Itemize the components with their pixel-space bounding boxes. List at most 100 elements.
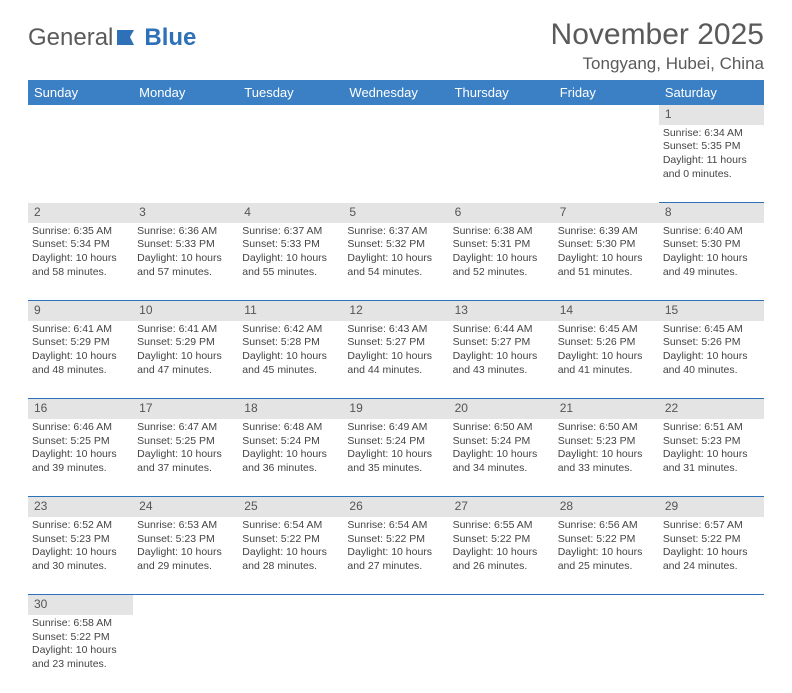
day-cell: Sunrise: 6:53 AMSunset: 5:23 PMDaylight:… [133, 517, 238, 595]
calendar-table: Sunday Monday Tuesday Wednesday Thursday… [28, 80, 764, 693]
weekday-header: Saturday [659, 80, 764, 105]
sun-data: Sunrise: 6:55 AMSunset: 5:22 PMDaylight:… [453, 519, 550, 574]
sun-data: Sunrise: 6:57 AMSunset: 5:22 PMDaylight:… [663, 519, 760, 574]
day-cell: Sunrise: 6:41 AMSunset: 5:29 PMDaylight:… [28, 321, 133, 399]
sun-data: Sunrise: 6:37 AMSunset: 5:32 PMDaylight:… [347, 225, 444, 280]
content-row: Sunrise: 6:41 AMSunset: 5:29 PMDaylight:… [28, 321, 764, 399]
day-cell: Sunrise: 6:37 AMSunset: 5:33 PMDaylight:… [238, 223, 343, 301]
sun-data: Sunrise: 6:37 AMSunset: 5:33 PMDaylight:… [242, 225, 339, 280]
day-number: 11 [238, 301, 343, 321]
day-number [449, 105, 554, 125]
sun-data: Sunrise: 6:54 AMSunset: 5:22 PMDaylight:… [347, 519, 444, 574]
sun-data: Sunrise: 6:52 AMSunset: 5:23 PMDaylight:… [32, 519, 129, 574]
day-cell: Sunrise: 6:50 AMSunset: 5:23 PMDaylight:… [554, 419, 659, 497]
day-cell [238, 615, 343, 693]
sun-data: Sunrise: 6:51 AMSunset: 5:23 PMDaylight:… [663, 421, 760, 476]
sun-data: Sunrise: 6:56 AMSunset: 5:22 PMDaylight:… [558, 519, 655, 574]
logo-text-general: General [28, 24, 113, 52]
day-number: 21 [554, 399, 659, 419]
sun-data: Sunrise: 6:36 AMSunset: 5:33 PMDaylight:… [137, 225, 234, 280]
day-cell: Sunrise: 6:41 AMSunset: 5:29 PMDaylight:… [133, 321, 238, 399]
day-number: 8 [659, 203, 764, 223]
content-row: Sunrise: 6:58 AMSunset: 5:22 PMDaylight:… [28, 615, 764, 693]
sun-data: Sunrise: 6:40 AMSunset: 5:30 PMDaylight:… [663, 225, 760, 280]
day-cell [449, 125, 554, 203]
day-cell: Sunrise: 6:56 AMSunset: 5:22 PMDaylight:… [554, 517, 659, 595]
weekday-header-row: Sunday Monday Tuesday Wednesday Thursday… [28, 80, 764, 105]
header: General Blue November 2025 Tongyang, Hub… [28, 18, 764, 74]
daynum-row: 9101112131415 [28, 301, 764, 321]
day-number: 29 [659, 497, 764, 517]
day-cell: Sunrise: 6:45 AMSunset: 5:26 PMDaylight:… [554, 321, 659, 399]
day-number: 20 [449, 399, 554, 419]
day-number: 30 [28, 595, 133, 615]
sun-data: Sunrise: 6:45 AMSunset: 5:26 PMDaylight:… [663, 323, 760, 378]
sun-data: Sunrise: 6:35 AMSunset: 5:34 PMDaylight:… [32, 225, 129, 280]
weekday-header: Monday [133, 80, 238, 105]
day-cell: Sunrise: 6:50 AMSunset: 5:24 PMDaylight:… [449, 419, 554, 497]
day-cell [343, 615, 448, 693]
weekday-header: Sunday [28, 80, 133, 105]
day-cell [554, 125, 659, 203]
day-number [554, 105, 659, 125]
day-cell: Sunrise: 6:54 AMSunset: 5:22 PMDaylight:… [238, 517, 343, 595]
day-number [238, 595, 343, 615]
sun-data: Sunrise: 6:43 AMSunset: 5:27 PMDaylight:… [347, 323, 444, 378]
day-number: 4 [238, 203, 343, 223]
day-cell [449, 615, 554, 693]
day-cell: Sunrise: 6:52 AMSunset: 5:23 PMDaylight:… [28, 517, 133, 595]
weekday-header: Thursday [449, 80, 554, 105]
day-cell: Sunrise: 6:49 AMSunset: 5:24 PMDaylight:… [343, 419, 448, 497]
day-cell: Sunrise: 6:45 AMSunset: 5:26 PMDaylight:… [659, 321, 764, 399]
day-number: 27 [449, 497, 554, 517]
day-number: 19 [343, 399, 448, 419]
day-cell: Sunrise: 6:38 AMSunset: 5:31 PMDaylight:… [449, 223, 554, 301]
sun-data: Sunrise: 6:44 AMSunset: 5:27 PMDaylight:… [453, 323, 550, 378]
sun-data: Sunrise: 6:50 AMSunset: 5:23 PMDaylight:… [558, 421, 655, 476]
day-cell: Sunrise: 6:40 AMSunset: 5:30 PMDaylight:… [659, 223, 764, 301]
day-number [554, 595, 659, 615]
day-cell: Sunrise: 6:35 AMSunset: 5:34 PMDaylight:… [28, 223, 133, 301]
sun-data: Sunrise: 6:46 AMSunset: 5:25 PMDaylight:… [32, 421, 129, 476]
day-number [449, 595, 554, 615]
daynum-row: 23242526272829 [28, 497, 764, 517]
sun-data: Sunrise: 6:41 AMSunset: 5:29 PMDaylight:… [137, 323, 234, 378]
day-number: 12 [343, 301, 448, 321]
daynum-row: 2345678 [28, 203, 764, 223]
day-cell: Sunrise: 6:43 AMSunset: 5:27 PMDaylight:… [343, 321, 448, 399]
day-number: 13 [449, 301, 554, 321]
daynum-row: 16171819202122 [28, 399, 764, 419]
daynum-row: 1 [28, 105, 764, 125]
logo-text-blue: Blue [144, 24, 196, 52]
day-number: 15 [659, 301, 764, 321]
day-cell [133, 615, 238, 693]
day-cell [238, 125, 343, 203]
day-number [28, 105, 133, 125]
day-number: 22 [659, 399, 764, 419]
day-number: 2 [28, 203, 133, 223]
content-row: Sunrise: 6:52 AMSunset: 5:23 PMDaylight:… [28, 517, 764, 595]
day-number: 9 [28, 301, 133, 321]
sun-data: Sunrise: 6:53 AMSunset: 5:23 PMDaylight:… [137, 519, 234, 574]
day-cell: Sunrise: 6:58 AMSunset: 5:22 PMDaylight:… [28, 615, 133, 693]
day-number: 23 [28, 497, 133, 517]
day-cell: Sunrise: 6:42 AMSunset: 5:28 PMDaylight:… [238, 321, 343, 399]
day-number: 1 [659, 105, 764, 125]
sun-data: Sunrise: 6:58 AMSunset: 5:22 PMDaylight:… [32, 617, 129, 672]
daynum-row: 30 [28, 595, 764, 615]
day-cell: Sunrise: 6:36 AMSunset: 5:33 PMDaylight:… [133, 223, 238, 301]
day-cell: Sunrise: 6:48 AMSunset: 5:24 PMDaylight:… [238, 419, 343, 497]
page-title: November 2025 [551, 18, 764, 52]
calendar-body: 1Sunrise: 6:34 AMSunset: 5:35 PMDaylight… [28, 105, 764, 693]
day-number: 7 [554, 203, 659, 223]
day-number [238, 105, 343, 125]
sun-data: Sunrise: 6:45 AMSunset: 5:26 PMDaylight:… [558, 323, 655, 378]
day-number [133, 105, 238, 125]
sun-data: Sunrise: 6:34 AMSunset: 5:35 PMDaylight:… [663, 127, 760, 182]
day-number: 3 [133, 203, 238, 223]
day-cell: Sunrise: 6:44 AMSunset: 5:27 PMDaylight:… [449, 321, 554, 399]
content-row: Sunrise: 6:46 AMSunset: 5:25 PMDaylight:… [28, 419, 764, 497]
day-number [343, 105, 448, 125]
day-cell: Sunrise: 6:39 AMSunset: 5:30 PMDaylight:… [554, 223, 659, 301]
day-number: 16 [28, 399, 133, 419]
